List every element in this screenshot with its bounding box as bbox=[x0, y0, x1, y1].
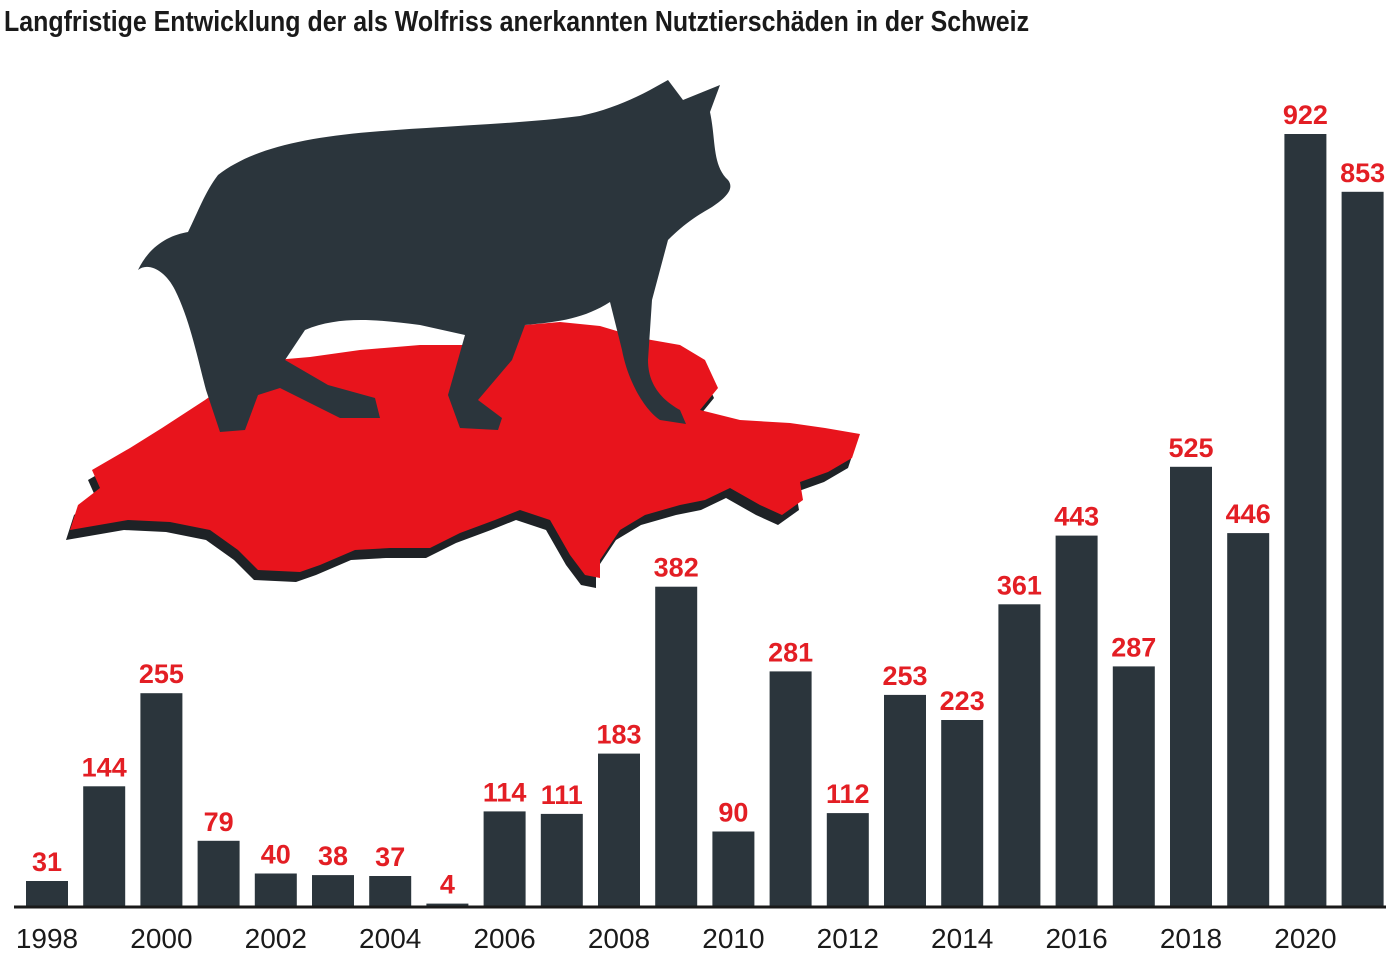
data-label-2000: 255 bbox=[139, 659, 184, 689]
bar-1999 bbox=[83, 786, 126, 907]
x-tick-label-2018: 2018 bbox=[1160, 923, 1222, 954]
data-label-2005: 4 bbox=[440, 870, 455, 900]
bar-2018 bbox=[1170, 466, 1212, 907]
bar-2004 bbox=[369, 876, 412, 907]
data-labels: 31 144 255 79 40 38 37 4 114 111 183 382 90 281 112 253… bbox=[32, 100, 1385, 900]
x-tick-label-2008: 2008 bbox=[588, 923, 650, 954]
chart-title: Langfristige Entwicklung der als Wolfris… bbox=[4, 6, 1030, 38]
data-label-1998: 31 bbox=[32, 847, 62, 877]
bar-2011 bbox=[769, 671, 812, 907]
data-label-2010: 90 bbox=[718, 798, 748, 828]
bar-1998 bbox=[26, 881, 68, 907]
x-tick-label-2012: 2012 bbox=[817, 923, 879, 954]
x-tick-label-2014: 2014 bbox=[931, 923, 993, 954]
data-label-2018: 525 bbox=[1168, 433, 1213, 463]
bar-2001 bbox=[197, 840, 240, 907]
data-label-1999: 144 bbox=[82, 752, 127, 782]
wolf-silhouette-icon bbox=[138, 80, 731, 432]
data-label-2008: 183 bbox=[596, 720, 641, 750]
data-label-2016: 443 bbox=[1054, 502, 1099, 532]
data-label-2012: 112 bbox=[826, 779, 870, 809]
data-label-2003: 38 bbox=[318, 841, 348, 871]
bar-series bbox=[26, 134, 1384, 908]
bar-2015 bbox=[998, 604, 1041, 907]
data-label-2020: 922 bbox=[1283, 100, 1328, 130]
bar-2019 bbox=[1227, 533, 1270, 907]
bar-2016 bbox=[1055, 535, 1098, 907]
x-tick-label-2002: 2002 bbox=[245, 923, 307, 954]
x-tick-label-2010: 2010 bbox=[702, 923, 764, 954]
data-label-2004: 37 bbox=[375, 842, 405, 872]
data-label-2009: 382 bbox=[654, 553, 699, 583]
data-label-2019: 446 bbox=[1226, 499, 1271, 529]
bar-2003 bbox=[312, 875, 354, 907]
data-label-2001: 79 bbox=[204, 807, 234, 837]
bar-2013 bbox=[884, 694, 926, 907]
bar-2014 bbox=[941, 720, 984, 907]
bar-2009 bbox=[655, 586, 698, 907]
data-label-2013: 253 bbox=[882, 661, 927, 691]
bar-2008 bbox=[598, 753, 640, 907]
bar-2017 bbox=[1112, 666, 1155, 907]
data-label-2021: 853 bbox=[1340, 158, 1385, 188]
x-tick-label-1998: 1998 bbox=[16, 923, 78, 954]
bar-2005 bbox=[426, 903, 469, 907]
x-tick-label-2020: 2020 bbox=[1274, 923, 1336, 954]
data-label-2014: 223 bbox=[940, 686, 985, 716]
bar-2006 bbox=[483, 811, 526, 907]
x-tick-labels: 1998 2000 2002 2004 2006 2008 2010 2012 2014 2016… bbox=[16, 923, 1337, 954]
illustration bbox=[66, 80, 860, 588]
bar-2012 bbox=[826, 813, 869, 907]
x-tick-label-2006: 2006 bbox=[473, 923, 535, 954]
bar-2002 bbox=[254, 873, 297, 907]
data-label-2006: 114 bbox=[483, 777, 527, 807]
bar-2020 bbox=[1284, 134, 1327, 907]
data-label-2015: 361 bbox=[997, 570, 1042, 600]
bar-2010 bbox=[712, 831, 755, 907]
x-tick-label-2004: 2004 bbox=[359, 923, 421, 954]
bar-2000 bbox=[140, 693, 183, 907]
data-label-2007: 111 bbox=[541, 780, 583, 810]
data-label-2011: 281 bbox=[768, 637, 813, 667]
bar-2021 bbox=[1341, 191, 1384, 908]
bar-2007 bbox=[540, 813, 583, 907]
data-label-2002: 40 bbox=[261, 840, 291, 870]
x-tick-label-2000: 2000 bbox=[130, 923, 192, 954]
data-label-2017: 287 bbox=[1111, 632, 1156, 662]
x-tick-label-2016: 2016 bbox=[1045, 923, 1107, 954]
